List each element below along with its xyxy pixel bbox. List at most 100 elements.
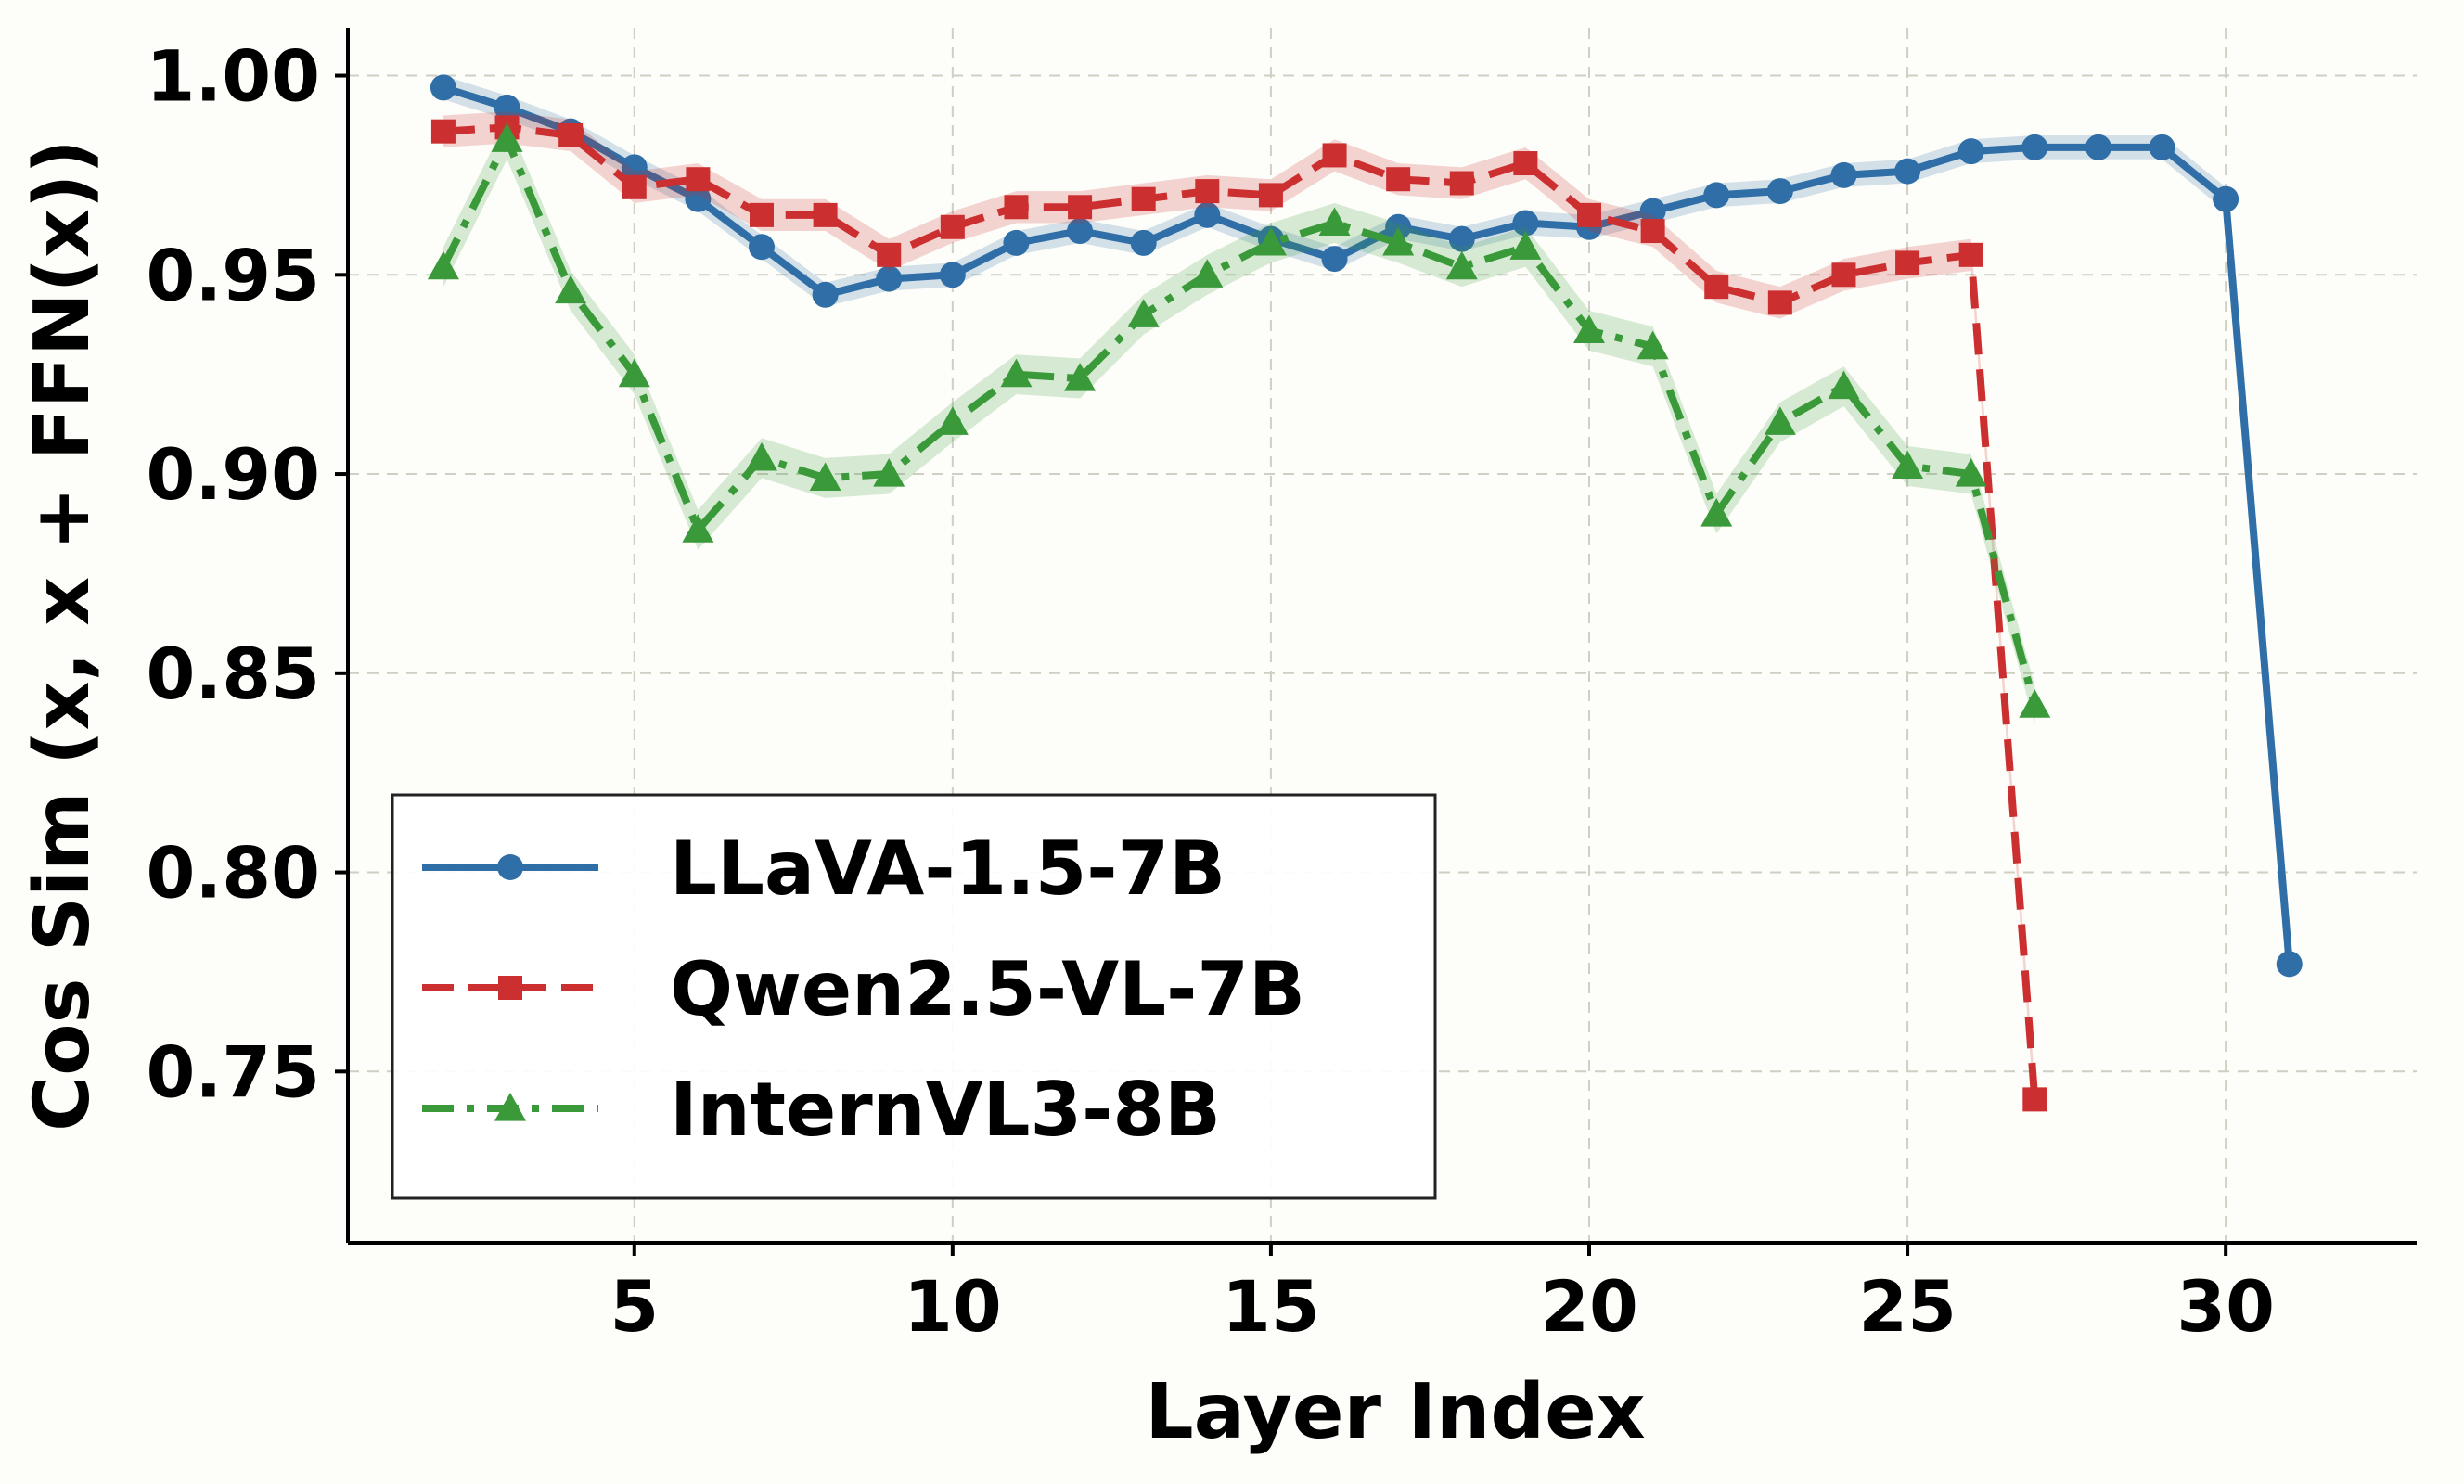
legend-label: Qwen2.5-VL-7B [670,946,1305,1032]
plot-area [427,74,2303,1116]
legend-marker [497,854,523,880]
data-point [940,214,965,239]
y-tick-label: 0.95 [146,234,320,316]
data-point [750,202,774,227]
data-point [1386,167,1411,192]
data-point [812,281,839,308]
x-tick-label: 5 [610,1265,659,1348]
legend-entry: InternVL3-8B [422,1067,1221,1153]
data-point [1955,458,1987,487]
data-point [2021,134,2048,160]
data-point [1382,226,1415,256]
y-tick-label: 0.90 [146,433,320,516]
data-point [1131,186,1156,211]
data-point [876,265,903,292]
series-Qwen2.5-VL-7B [430,111,2047,1116]
data-point [558,122,584,147]
data-point [813,202,838,227]
data-point [427,250,459,280]
data-point [494,94,520,121]
data-point [1700,498,1733,527]
y-tick-label: 0.80 [146,832,320,915]
data-point [1831,262,1856,288]
data-point [1321,246,1348,273]
legend-frame [391,793,1437,1200]
data-point [1639,198,1666,224]
data-point [1577,202,1601,227]
data-point [1194,201,1221,228]
legend-marker [498,976,522,1000]
data-point [1385,213,1412,240]
y-axis-title: Cos Sim (x, x + FFN(x)) [19,139,107,1132]
series-InternVL3-8B [427,119,2051,725]
series-LLaVA-1.5-7B [430,74,2303,978]
data-point [1509,231,1542,260]
tick-labels: 0.75 0.80 0.85 0.90 0.95 1.00 5 10 15 20 25 30 [146,35,2275,1348]
legend-label: InternVL3-8B [670,1067,1221,1153]
data-point [1003,229,1030,256]
data-point [1704,275,1729,300]
x-axis-title: Layer Index [1145,1368,1645,1456]
data-point [430,119,456,144]
data-point [1573,314,1605,344]
data-point [873,458,905,487]
legend-label: LLaVA-1.5-7B [670,825,1226,912]
y-tick-label: 0.85 [146,633,320,715]
legend-entry: LLaVA-1.5-7B [422,825,1226,912]
data-point [939,262,966,288]
data-point [2022,1087,2047,1112]
data-point [2019,689,2051,718]
data-point [2213,186,2239,212]
data-point [1640,219,1665,244]
data-point [1322,143,1347,168]
data-point [1195,179,1220,204]
data-point [1130,229,1157,256]
data-point [1512,210,1539,237]
x-tick-label: 10 [904,1265,1002,1348]
data-point [618,358,650,388]
data-point [1767,290,1792,315]
data-point [809,462,841,491]
data-point [682,514,714,543]
data-point [1636,330,1669,360]
data-point [1894,158,1921,185]
data-point [1957,138,1984,165]
data-point [877,242,902,267]
data-point [936,406,969,435]
x-tick-label: 30 [2176,1265,2275,1348]
data-point [1191,259,1224,288]
data-point [1513,151,1538,176]
series-line [440,135,2039,707]
data-point [1828,370,1860,400]
x-tick-label: 15 [1222,1265,1320,1348]
data-point [1000,358,1033,388]
data-point [2149,134,2175,160]
data-point [686,167,711,192]
x-tick-label: 20 [1540,1265,1638,1348]
data-point [1764,406,1796,435]
data-point [430,74,456,101]
data-point [749,234,775,261]
data-point [1064,362,1097,391]
data-point [555,275,587,304]
data-point [622,174,647,199]
data-point [1766,178,1793,205]
data-point [1004,195,1029,220]
confidence-band [443,119,2035,725]
data-point [1448,225,1475,252]
data-point [1445,250,1478,280]
y-tick-label: 0.75 [146,1030,320,1113]
legend: LLaVA-1.5-7B Qwen2.5-VL-7B InternVL3-8B [391,793,1437,1200]
data-point [1449,171,1474,196]
data-point [1067,218,1094,245]
data-point [1830,161,1857,188]
data-point [2085,134,2111,160]
axes [346,28,2417,1245]
legend-marker [494,1093,526,1121]
legend-entry: Qwen2.5-VL-7B [422,946,1305,1032]
data-point [1318,207,1351,237]
data-point [491,123,523,152]
data-point [746,441,777,471]
